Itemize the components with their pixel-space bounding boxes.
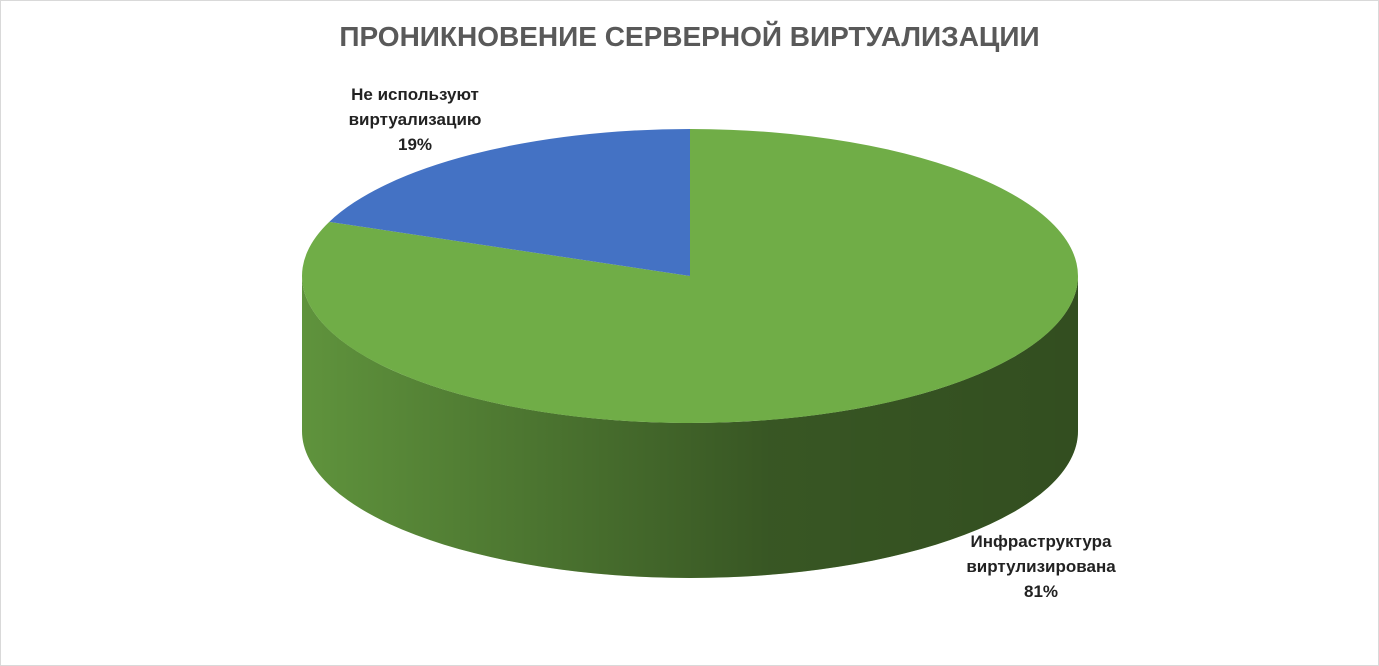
category-label: Не используют виртуализацию: [348, 84, 482, 129]
pie-slice: [329, 129, 690, 276]
data-label: Инфраструктура виртулизирована 81%: [951, 529, 1131, 604]
category-label: Инфраструктура виртулизирована: [966, 531, 1116, 576]
chart-title: ПРОНИКНОВЕНИЕ СЕРВЕРНОЙ ВИРТУАЛИЗАЦИИ: [339, 21, 1040, 52]
value-label: 81%: [1023, 581, 1059, 601]
value-label: 19%: [397, 134, 433, 154]
data-label: Не используют виртуализацию 19%: [325, 82, 505, 157]
pie-side-shade: [302, 276, 1078, 578]
